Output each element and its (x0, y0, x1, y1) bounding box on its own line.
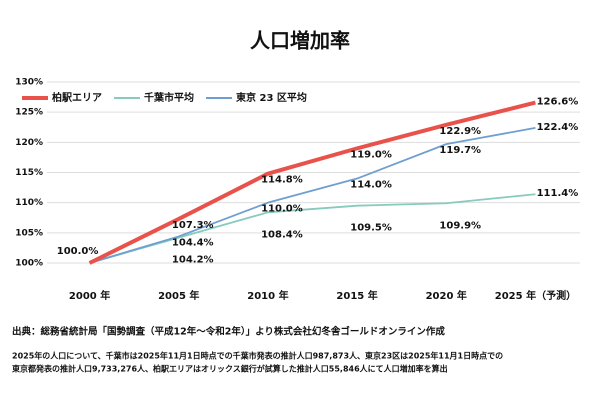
legend-label: 東京 23 区平均 (236, 91, 307, 104)
data-label: 114.8% (261, 175, 303, 186)
y-tick-label: 120% (15, 138, 43, 148)
data-label: 104.2% (172, 255, 214, 266)
y-tick-label: 125% (15, 108, 43, 118)
y-tick-label: 115% (15, 168, 43, 178)
series-line (89, 193, 536, 264)
x-tick-label: 2025 年（予測） (495, 289, 576, 302)
chart-title: 人口増加率 (250, 29, 350, 53)
series-line (88, 100, 536, 265)
series-line (89, 126, 536, 264)
data-label: 107.3% (172, 220, 214, 231)
data-label: 111.4% (537, 188, 579, 199)
y-tick-label: 105% (15, 228, 43, 238)
data-label: 104.4% (172, 237, 214, 248)
x-tick-label: 2005 年 (158, 289, 199, 302)
legend-label: 千葉市平均 (144, 91, 194, 104)
x-tick-label: 2020 年 (426, 289, 467, 302)
x-tick-label: 2000 年 (69, 289, 110, 302)
data-label: 119.7% (439, 145, 481, 156)
x-tick-label: 2015 年 (336, 289, 377, 302)
y-tick-label: 100% (15, 259, 43, 269)
x-tick-label: 2010 年 (247, 289, 288, 302)
note: 2025年の人口について、千葉市は2025年11月1日時点での千葉市発表の推計人… (12, 351, 503, 361)
data-label: 109.5% (350, 223, 392, 234)
y-tick-label: 130% (15, 78, 43, 88)
source: 出典：総務省統計局「国勢調査（平成12年〜令和2年）」より株式会社幻冬舎ゴールド… (12, 326, 445, 338)
data-label: 122.9% (439, 126, 481, 137)
data-label: 108.4% (261, 229, 303, 240)
data-label: 126.6% (537, 97, 579, 108)
data-label: 119.0% (350, 149, 392, 160)
data-label: 114.0% (350, 180, 392, 191)
data-label: 110.0% (261, 204, 303, 215)
data-label: 100.0% (57, 246, 99, 257)
data-label: 122.4% (537, 122, 579, 133)
note: 東京都発表の推計人口9,733,276人、柏駅エリアはオリックス銀行が試算した推… (12, 364, 448, 374)
data-label: 109.9% (439, 220, 481, 231)
legend-label: 柏駅エリア (52, 91, 102, 104)
y-tick-label: 110% (15, 198, 43, 208)
